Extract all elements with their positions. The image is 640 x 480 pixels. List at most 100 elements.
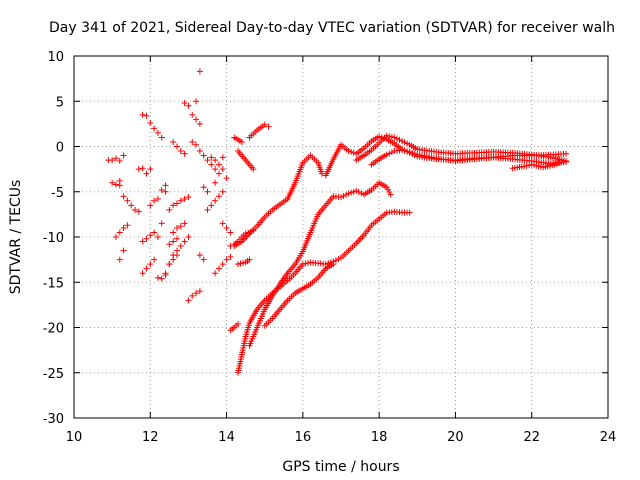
data-point (181, 195, 188, 202)
data-point (120, 193, 127, 200)
data-point (166, 206, 173, 213)
y-tick-label: 10 (47, 50, 64, 65)
x-tick-label: 22 (523, 430, 540, 445)
data-point (162, 272, 169, 279)
data-point (204, 188, 211, 195)
data-point (143, 235, 150, 242)
data-point (116, 229, 123, 236)
y-tick-labels: 10 5 0 -5 -10 -15 -20 -25 -30 (43, 50, 64, 427)
data-point (563, 150, 570, 157)
data-point (170, 229, 177, 236)
y-axis-label: SDTVAR / TECUs (8, 180, 24, 295)
data-point (116, 256, 123, 263)
data-point (381, 135, 388, 142)
series-track-7 (261, 261, 337, 329)
data-point (215, 170, 222, 177)
data-point (158, 220, 165, 227)
data-point (173, 143, 180, 150)
data-point (332, 257, 339, 264)
data-point (177, 243, 184, 250)
data-point (393, 135, 400, 142)
data-point (120, 247, 127, 254)
x-axis-label: GPS time / hours (282, 459, 399, 475)
data-point (388, 149, 395, 156)
data-point (235, 320, 242, 327)
data-point (139, 238, 146, 245)
data-point (193, 116, 200, 123)
y-tick-label: -25 (43, 367, 64, 382)
data-point (196, 252, 203, 259)
data-points (105, 68, 570, 376)
data-point (335, 256, 342, 263)
data-point (112, 234, 119, 240)
data-point (139, 111, 146, 118)
data-point (399, 138, 406, 145)
data-point (170, 238, 177, 245)
data-point (338, 194, 344, 201)
data-point (212, 197, 219, 204)
data-point (219, 154, 226, 161)
data-point (388, 133, 395, 140)
data-point (350, 188, 357, 195)
data-point (154, 234, 161, 240)
data-point (158, 275, 165, 282)
y-tick-label: -15 (43, 276, 64, 291)
data-point (185, 194, 192, 201)
data-point (404, 140, 411, 147)
data-point (196, 68, 203, 75)
data-point (353, 187, 360, 194)
data-point (154, 195, 161, 202)
data-point (196, 288, 203, 295)
data-point (212, 166, 219, 173)
data-point (158, 186, 165, 193)
data-point (242, 230, 249, 237)
data-point (116, 177, 123, 184)
data-point (409, 149, 416, 156)
chart-title: Day 341 of 2021, Sidereal Day-to-day VTE… (49, 20, 615, 36)
data-point (173, 200, 180, 207)
data-point (166, 241, 173, 248)
data-point (406, 148, 413, 155)
data-point (177, 197, 184, 204)
data-point (147, 202, 154, 209)
data-point (383, 132, 390, 139)
data-point (261, 121, 268, 128)
data-point (250, 227, 257, 234)
data-point (200, 152, 207, 159)
data-point (181, 150, 188, 157)
data-point (139, 165, 146, 172)
data-point (219, 220, 226, 227)
data-point (227, 229, 234, 236)
data-point (330, 261, 337, 268)
data-point (170, 138, 177, 145)
axis-ticks (73, 55, 609, 419)
data-point (247, 228, 254, 235)
data-point (563, 157, 570, 164)
data-point (299, 261, 306, 268)
x-tick-label: 10 (66, 430, 83, 445)
data-point (196, 120, 203, 127)
data-point (181, 100, 188, 107)
x-tick-label: 14 (218, 430, 235, 445)
data-point (154, 274, 161, 281)
data-point (189, 292, 196, 299)
data-point (245, 229, 252, 236)
data-point (219, 188, 226, 195)
data-point (235, 261, 242, 268)
data-point (250, 166, 257, 173)
data-point (143, 170, 150, 177)
data-point (177, 148, 184, 155)
data-point (386, 150, 393, 157)
series-track-4 (509, 157, 570, 172)
x-tick-label: 20 (447, 430, 464, 445)
data-point (116, 157, 123, 164)
y-tick-label: -5 (51, 186, 64, 201)
data-point (151, 229, 158, 236)
data-point (227, 253, 234, 260)
data-point (193, 98, 200, 105)
y-tick-label: -10 (43, 231, 64, 246)
data-point (193, 141, 200, 148)
series-track-6 (235, 208, 413, 376)
series-track-13 (231, 134, 245, 145)
series-track-11 (235, 148, 257, 173)
